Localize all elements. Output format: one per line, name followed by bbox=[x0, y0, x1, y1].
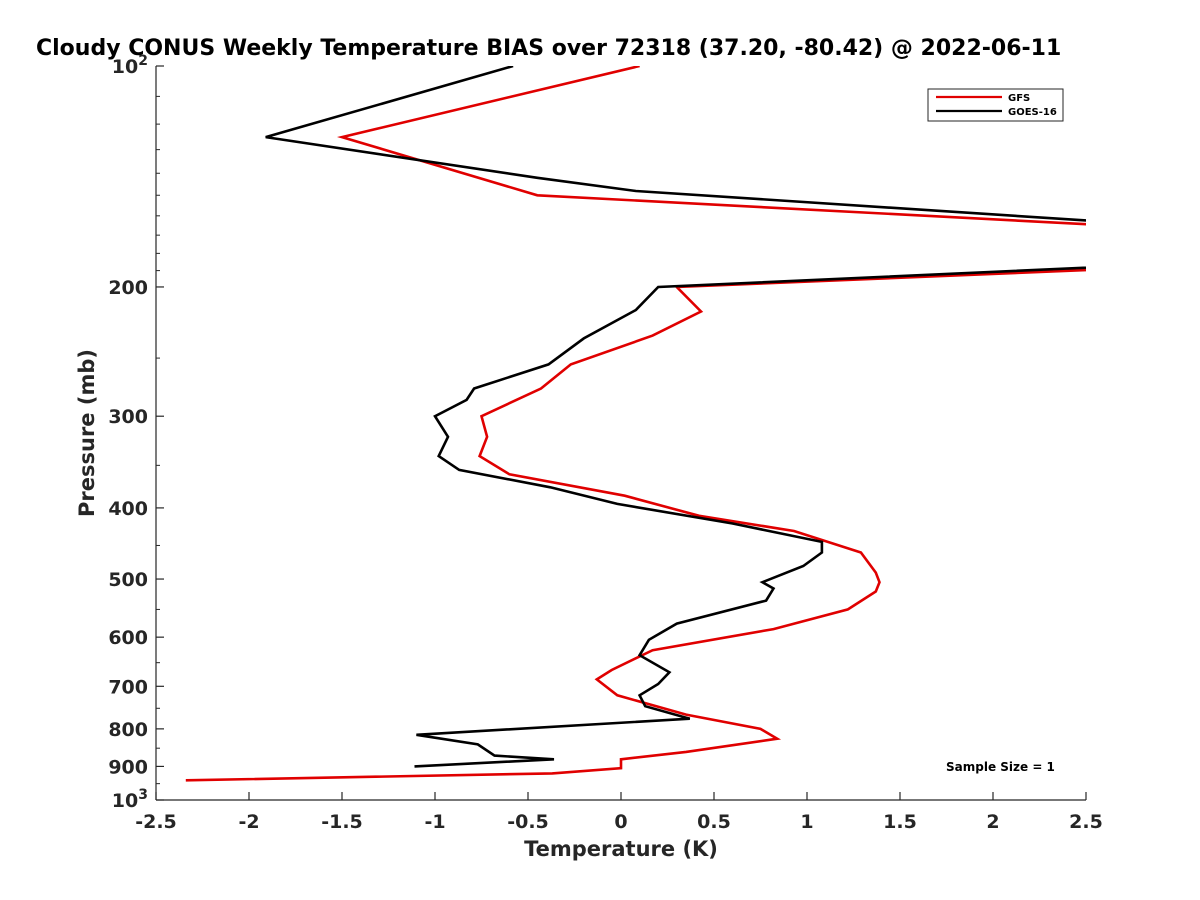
legend-label-gfs: GFS bbox=[1008, 93, 1030, 104]
x-tick-label: 2.5 bbox=[1069, 811, 1103, 833]
series-line-gfs bbox=[185, 66, 1086, 782]
y-tick-label: 103 bbox=[112, 787, 148, 812]
x-tick-label: 0.5 bbox=[697, 811, 731, 833]
y-tick-label: 200 bbox=[108, 277, 148, 299]
x-tick-label: 1 bbox=[800, 811, 813, 833]
x-tick-label: -2.5 bbox=[135, 811, 177, 833]
x-tick-label: -0.5 bbox=[507, 811, 549, 833]
legend-label-goes16: GOES-16 bbox=[1008, 107, 1057, 118]
x-tick-label: 1.5 bbox=[883, 811, 917, 833]
y-tick-label: 900 bbox=[108, 756, 148, 778]
y-tick-label: 102 bbox=[112, 53, 148, 78]
y-axis-label: Pressure (mb) bbox=[75, 349, 99, 517]
x-tick-label: 2 bbox=[986, 811, 999, 833]
x-tick-label: -1 bbox=[424, 811, 445, 833]
y-tick-label: 700 bbox=[108, 676, 148, 698]
legend-box bbox=[927, 88, 1064, 122]
series-line-goes16 bbox=[265, 66, 1086, 768]
sample-size-annotation: Sample Size = 1 bbox=[946, 760, 1055, 774]
chart-title: Cloudy CONUS Weekly Temperature BIAS ove… bbox=[36, 36, 1061, 61]
x-tick-label: 0 bbox=[614, 811, 627, 833]
y-tick-label: 800 bbox=[108, 719, 148, 741]
x-axis-label: Temperature (K) bbox=[524, 837, 718, 861]
series-layer bbox=[185, 66, 1086, 782]
x-tick-label: -1.5 bbox=[321, 811, 363, 833]
y-ticks: 102 200 300 400 500 600 700 800 900 103 bbox=[108, 53, 164, 812]
x-ticks: -2.5 -2 -1.5 -1 -0.5 0 0.5 1 1.5 2 2.5 bbox=[135, 792, 1103, 833]
x-tick-label: -2 bbox=[238, 811, 259, 833]
y-tick-label: 600 bbox=[108, 627, 148, 649]
y-tick-label: 400 bbox=[108, 498, 148, 520]
y-tick-label: 500 bbox=[108, 569, 148, 591]
legend: GFS GOES-16 bbox=[927, 88, 1064, 122]
y-tick-label: 300 bbox=[108, 406, 148, 428]
